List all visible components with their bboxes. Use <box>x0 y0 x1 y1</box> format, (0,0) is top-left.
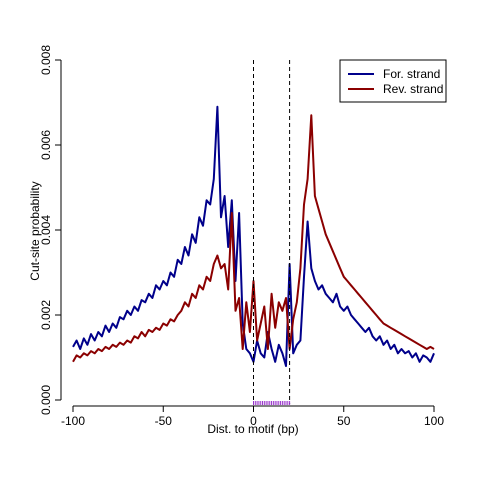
y-tick-label: 0.006 <box>39 130 53 160</box>
annotation-layer <box>253 60 291 405</box>
legend-label-rev-strand: Rev. strand <box>383 82 443 96</box>
x-axis-label: Dist. to motif (bp) <box>207 422 298 436</box>
x-tick-label: 50 <box>337 414 351 428</box>
x-tick-label: 0 <box>250 414 257 428</box>
x-tick-label: -100 <box>61 414 85 428</box>
legend-label-for-strand: For. strand <box>383 67 440 81</box>
y-tick-label: 0.002 <box>39 300 53 330</box>
y-tick-label: 0.004 <box>39 215 53 245</box>
y-axis-label: Cut-site probability <box>28 181 42 280</box>
x-tick-label: -50 <box>155 414 173 428</box>
y-tick-label: 0.008 <box>39 45 53 75</box>
legend-box <box>339 59 447 103</box>
y-tick-label: 0.000 <box>39 385 53 415</box>
axes-layer: -100 -50 0 50 100 0.000 0.002 0.004 0.006 0.008 <box>39 45 444 428</box>
x-tick-label: 100 <box>424 414 444 428</box>
legend: For. strand Rev. strand <box>339 59 447 103</box>
